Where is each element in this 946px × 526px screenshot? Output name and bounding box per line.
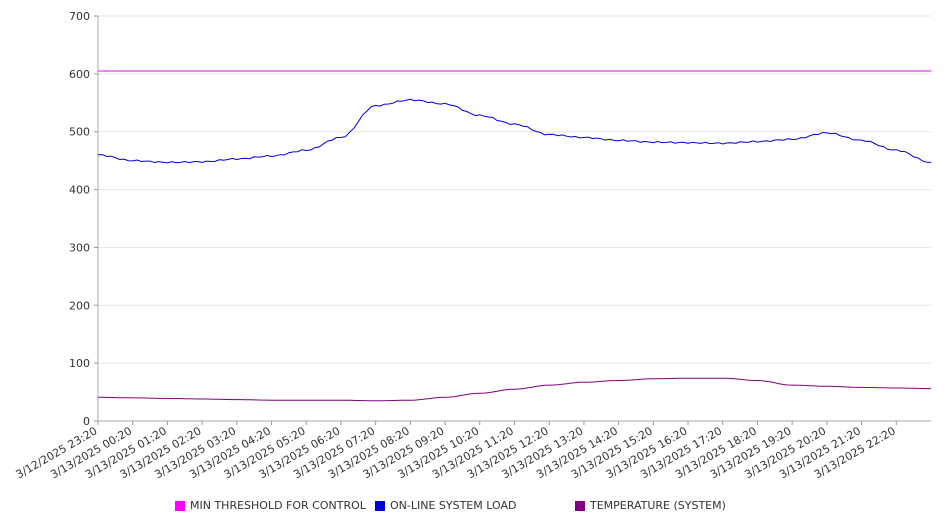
y-tick-label: 300	[69, 241, 90, 254]
series-line-on-line-system-load	[97, 98, 932, 164]
y-tick-label: 0	[83, 415, 90, 428]
legend-label: MIN THRESHOLD FOR CONTROL	[190, 499, 366, 512]
legend-item-temperature-system: TEMPERATURE (SYSTEM)	[575, 499, 726, 512]
legend-item-min-threshold: MIN THRESHOLD FOR CONTROL	[175, 499, 366, 512]
axes	[97, 16, 931, 422]
legend-item-online-system-load: ON-LINE SYSTEM LOAD	[375, 499, 516, 512]
series-line-temperature-system	[98, 377, 931, 402]
y-tick-label: 700	[69, 10, 90, 23]
legend-label: TEMPERATURE (SYSTEM)	[590, 499, 726, 512]
x-axis-tick-labels: 3/12/2025 23:203/13/2025 00:203/13/2025 …	[14, 421, 898, 481]
legend-swatch	[375, 500, 385, 511]
legend: MIN THRESHOLD FOR CONTROL ON-LINE SYSTEM…	[0, 499, 946, 515]
legend-swatch	[175, 500, 185, 511]
y-axis-tick-labels: 0 100 200 300 400 500 600 700	[69, 10, 98, 428]
legend-label: ON-LINE SYSTEM LOAD	[390, 499, 517, 512]
legend-swatch	[575, 500, 585, 511]
y-tick-label: 500	[69, 126, 90, 139]
gridlines	[98, 15, 931, 364]
y-tick-label: 100	[69, 357, 90, 370]
y-tick-label: 600	[69, 68, 90, 81]
series-lines	[97, 70, 932, 402]
y-tick-label: 200	[69, 299, 90, 312]
y-tick-label: 400	[69, 184, 90, 197]
